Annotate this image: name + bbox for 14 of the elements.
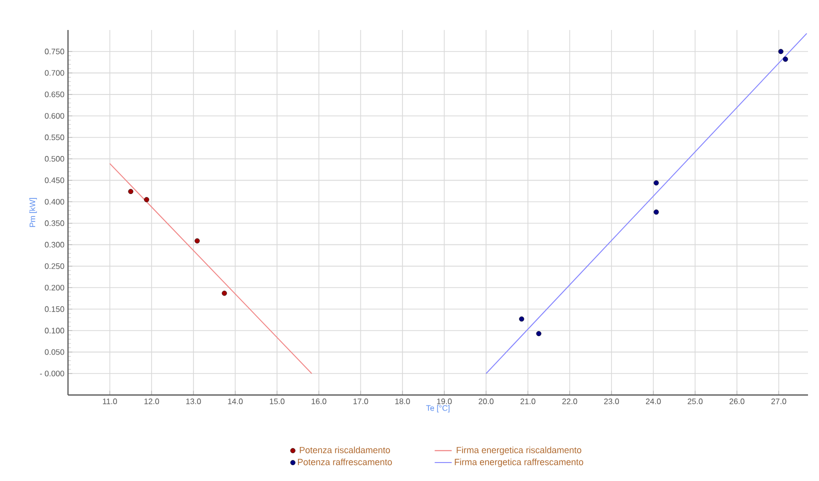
point	[222, 290, 227, 296]
point	[194, 238, 200, 244]
point	[778, 48, 784, 54]
legend-label: Firma energetica riscaldamento	[456, 446, 582, 455]
point	[128, 188, 134, 194]
legend-label: Potenza riscaldamento	[300, 446, 390, 454]
point	[654, 180, 659, 186]
point	[536, 331, 542, 336]
point	[654, 210, 659, 215]
point	[519, 316, 524, 322]
legend-label: Firma energetica raffrescamento	[454, 458, 584, 467]
point	[144, 197, 150, 202]
point	[782, 56, 788, 62]
legend-label: Potenza raffrescamento	[298, 458, 392, 466]
